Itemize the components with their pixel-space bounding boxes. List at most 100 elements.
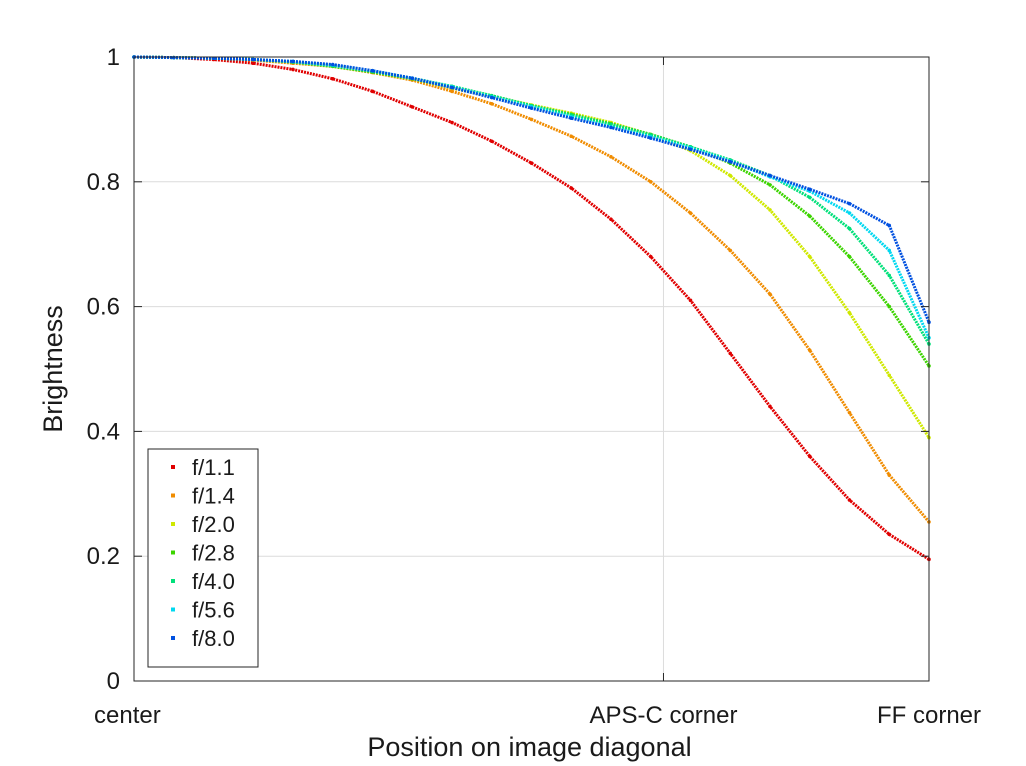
data-point — [887, 373, 892, 378]
data-point — [887, 248, 892, 253]
data-point — [609, 122, 613, 127]
data-point — [768, 208, 772, 212]
data-point — [847, 311, 852, 315]
data-point — [847, 498, 852, 502]
legend-marker — [171, 522, 175, 526]
legend-label: f/5.6 — [192, 598, 235, 623]
data-point — [807, 454, 812, 459]
y-tick-label: 0.4 — [87, 418, 120, 445]
legend-marker — [171, 636, 175, 640]
data-point — [450, 120, 454, 125]
data-point — [847, 226, 852, 231]
data-point — [768, 183, 772, 187]
data-point — [410, 105, 415, 109]
data-point — [529, 161, 534, 165]
y-tick-label: 0.2 — [87, 543, 120, 570]
data-point — [450, 89, 454, 94]
data-point — [569, 186, 574, 190]
data-point — [768, 173, 772, 178]
data-point — [489, 95, 494, 100]
legend-marker — [171, 493, 175, 498]
plot-frame — [133, 56, 930, 682]
data-point — [847, 211, 852, 215]
data-point — [291, 67, 295, 72]
data-point — [728, 248, 733, 253]
legend-label: f/4.0 — [192, 569, 235, 594]
y-tick-label: 0.8 — [87, 169, 120, 196]
data-point — [370, 89, 375, 94]
data-point — [330, 62, 335, 67]
data-point — [887, 223, 892, 228]
data-point — [688, 298, 693, 303]
series-f-4-0 — [132, 55, 931, 346]
data-point — [171, 55, 176, 60]
data-point — [807, 348, 812, 353]
data-point — [887, 532, 892, 537]
series-f-8-0 — [132, 55, 931, 325]
data-point — [807, 195, 812, 200]
legend-label: f/2.0 — [192, 512, 235, 537]
data-point — [569, 134, 574, 139]
data-point — [768, 292, 772, 296]
legend: f/1.1 f/1.4 f/2.0 f/2.8 f/4.0 f/5.6 f/8.0 — [147, 448, 259, 668]
data-point — [648, 254, 653, 259]
legend-label: f/1.4 — [192, 484, 235, 509]
legend-box — [147, 448, 259, 668]
legend-marker — [171, 579, 175, 583]
data-point — [291, 59, 295, 64]
data-point — [251, 61, 256, 66]
series-line — [133, 55, 930, 561]
series-line — [133, 55, 931, 345]
y-tick-label: 1 — [107, 44, 120, 71]
legend-label: f/1.1 — [192, 455, 235, 480]
legend-label: f/2.8 — [192, 541, 235, 566]
data-point — [847, 410, 852, 415]
data-point — [330, 77, 335, 81]
legend-label: f/8.0 — [192, 626, 235, 651]
data-point — [609, 155, 613, 159]
y-tick-label: 0.6 — [87, 294, 120, 321]
data-point — [450, 85, 454, 90]
data-point — [768, 404, 772, 409]
data-point — [609, 217, 613, 222]
axis-ticks — [133, 56, 930, 682]
data-point — [370, 68, 375, 73]
x-axis-title: Position on image diagonal — [367, 732, 691, 762]
data-point — [807, 187, 812, 192]
series-f-2-0 — [132, 55, 931, 440]
data-point — [251, 57, 256, 62]
data-point — [489, 139, 494, 144]
data-point — [728, 173, 733, 178]
data-point — [648, 136, 653, 140]
data-point — [847, 254, 852, 259]
y-axis-title: Brightness — [38, 305, 68, 433]
data-point — [569, 116, 574, 120]
data-point — [648, 180, 653, 184]
series-line — [133, 55, 931, 439]
series-layer — [132, 55, 931, 562]
data-point — [847, 201, 852, 206]
y-tick-label: 0 — [107, 668, 120, 695]
data-point — [529, 117, 534, 122]
data-point — [887, 304, 892, 309]
data-point — [688, 211, 693, 215]
legend-marker — [171, 465, 175, 469]
data-point — [807, 254, 812, 259]
data-point — [529, 106, 534, 110]
data-point — [728, 160, 733, 164]
x-tick-label: center — [94, 702, 161, 729]
data-point — [688, 147, 693, 152]
data-point — [489, 102, 494, 106]
data-point — [807, 214, 812, 218]
legend-marker — [171, 607, 175, 612]
tick-labels: 0 0.2 0.4 0.6 0.8 1 center APS-C corner FF corne… — [87, 44, 981, 729]
data-point — [609, 125, 613, 130]
data-point — [410, 76, 415, 81]
data-point — [887, 273, 892, 278]
x-tick-label: FF corner — [877, 702, 981, 729]
data-point — [728, 351, 733, 356]
legend-marker — [171, 550, 175, 555]
series-f-2-8 — [132, 55, 931, 368]
x-tick-label: APS-C corner — [589, 702, 737, 729]
